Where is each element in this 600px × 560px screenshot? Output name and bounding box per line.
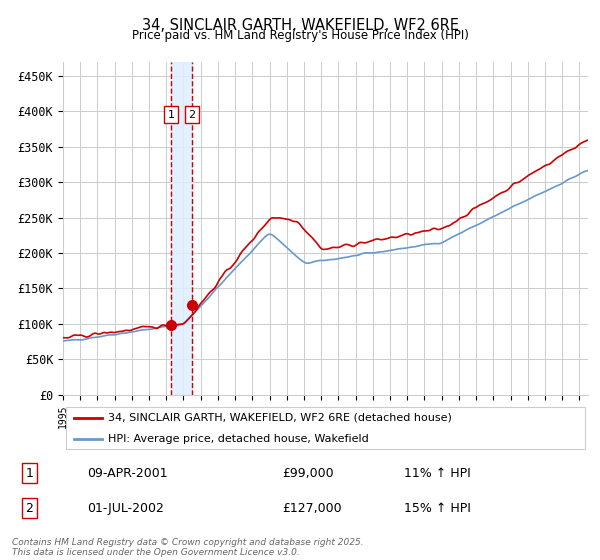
Text: 1: 1 — [25, 466, 33, 480]
Text: 34, SINCLAIR GARTH, WAKEFIELD, WF2 6RE: 34, SINCLAIR GARTH, WAKEFIELD, WF2 6RE — [142, 18, 458, 33]
Text: Contains HM Land Registry data © Crown copyright and database right 2025.
This d: Contains HM Land Registry data © Crown c… — [12, 538, 364, 557]
Text: Price paid vs. HM Land Registry's House Price Index (HPI): Price paid vs. HM Land Registry's House … — [131, 29, 469, 42]
Text: 09-APR-2001: 09-APR-2001 — [87, 466, 167, 480]
Text: 2: 2 — [188, 110, 196, 120]
FancyBboxPatch shape — [65, 407, 586, 449]
Text: 01-JUL-2002: 01-JUL-2002 — [87, 502, 164, 515]
Text: £127,000: £127,000 — [283, 502, 343, 515]
Text: 1: 1 — [167, 110, 175, 120]
Bar — [171, 62, 192, 395]
Text: £99,000: £99,000 — [283, 466, 334, 480]
Text: 2: 2 — [25, 502, 33, 515]
Text: 34, SINCLAIR GARTH, WAKEFIELD, WF2 6RE (detached house): 34, SINCLAIR GARTH, WAKEFIELD, WF2 6RE (… — [107, 413, 452, 423]
Text: 15% ↑ HPI: 15% ↑ HPI — [404, 502, 470, 515]
Text: 11% ↑ HPI: 11% ↑ HPI — [404, 466, 470, 480]
Text: HPI: Average price, detached house, Wakefield: HPI: Average price, detached house, Wake… — [107, 435, 368, 444]
